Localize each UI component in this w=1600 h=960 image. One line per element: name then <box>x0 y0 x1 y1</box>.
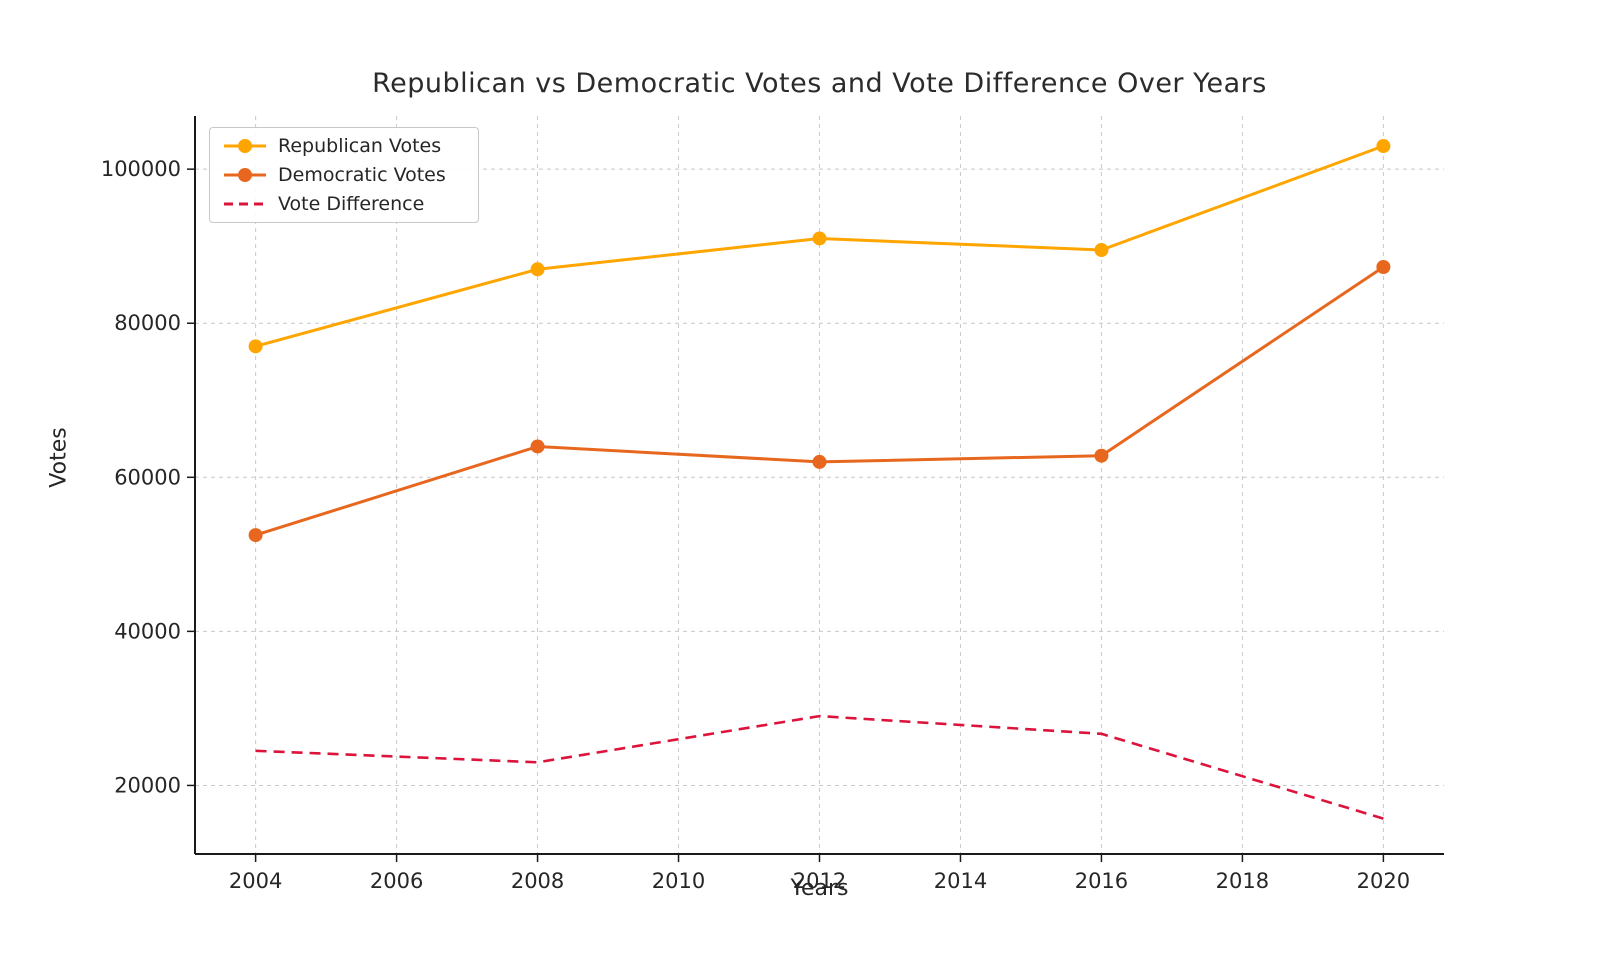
y-tick-label-40000: 40000 <box>114 619 181 643</box>
x-tick-label-2016: 2016 <box>1075 869 1128 893</box>
y-tick-label-60000: 60000 <box>114 465 181 489</box>
legend-marker-difference-dash-icon <box>224 202 266 206</box>
y-tick-label-20000: 20000 <box>114 773 181 797</box>
y-tick-label-80000: 80000 <box>114 311 181 335</box>
data-point-republican-votes-2016 <box>1094 243 1109 258</box>
legend-label-difference: Vote Difference <box>278 192 425 215</box>
x-axis-label: Years <box>790 876 849 901</box>
legend-item-vote-difference: Vote Difference <box>210 191 478 217</box>
x-tick-label-2012: 2012 <box>793 869 846 893</box>
x-tick-label-2006: 2006 <box>370 869 423 893</box>
x-tick-label-2018: 2018 <box>1216 869 1269 893</box>
legend-marker-democratic-line-icon <box>224 167 266 182</box>
data-point-democratic-votes-2004 <box>248 528 263 543</box>
data-point-republican-votes-2020 <box>1376 139 1391 154</box>
x-tick-label-2008: 2008 <box>511 869 564 893</box>
x-tick-label-2014: 2014 <box>934 869 987 893</box>
data-point-republican-votes-2012 <box>812 231 827 246</box>
y-tick-label-100000: 100000 <box>101 157 181 181</box>
data-point-democratic-votes-2008 <box>530 439 545 454</box>
data-point-republican-votes-2008 <box>530 262 545 277</box>
data-point-democratic-votes-2016 <box>1094 448 1109 463</box>
data-point-republican-votes-2004 <box>248 339 263 354</box>
legend: Republican Votes Democratic Votes Vote D… <box>209 127 479 223</box>
y-axis-label: Votes <box>46 427 72 488</box>
chart-title: Republican vs Democratic Votes and Vote … <box>372 68 1267 99</box>
legend-label-democratic: Democratic Votes <box>278 163 446 186</box>
data-point-democratic-votes-2020 <box>1376 259 1391 274</box>
series-line-vote-difference <box>255 714 1384 820</box>
legend-item-republican-votes: Republican Votes <box>210 133 478 159</box>
data-point-democratic-votes-2012 <box>812 454 827 469</box>
legend-marker-republican-line-icon <box>224 139 266 154</box>
x-tick-label-2020: 2020 <box>1357 869 1410 893</box>
x-tick-label-2004: 2004 <box>229 869 282 893</box>
legend-item-democratic-votes: Democratic Votes <box>210 162 478 188</box>
x-tick-label-2010: 2010 <box>652 869 705 893</box>
legend-label-republican: Republican Votes <box>278 135 442 158</box>
